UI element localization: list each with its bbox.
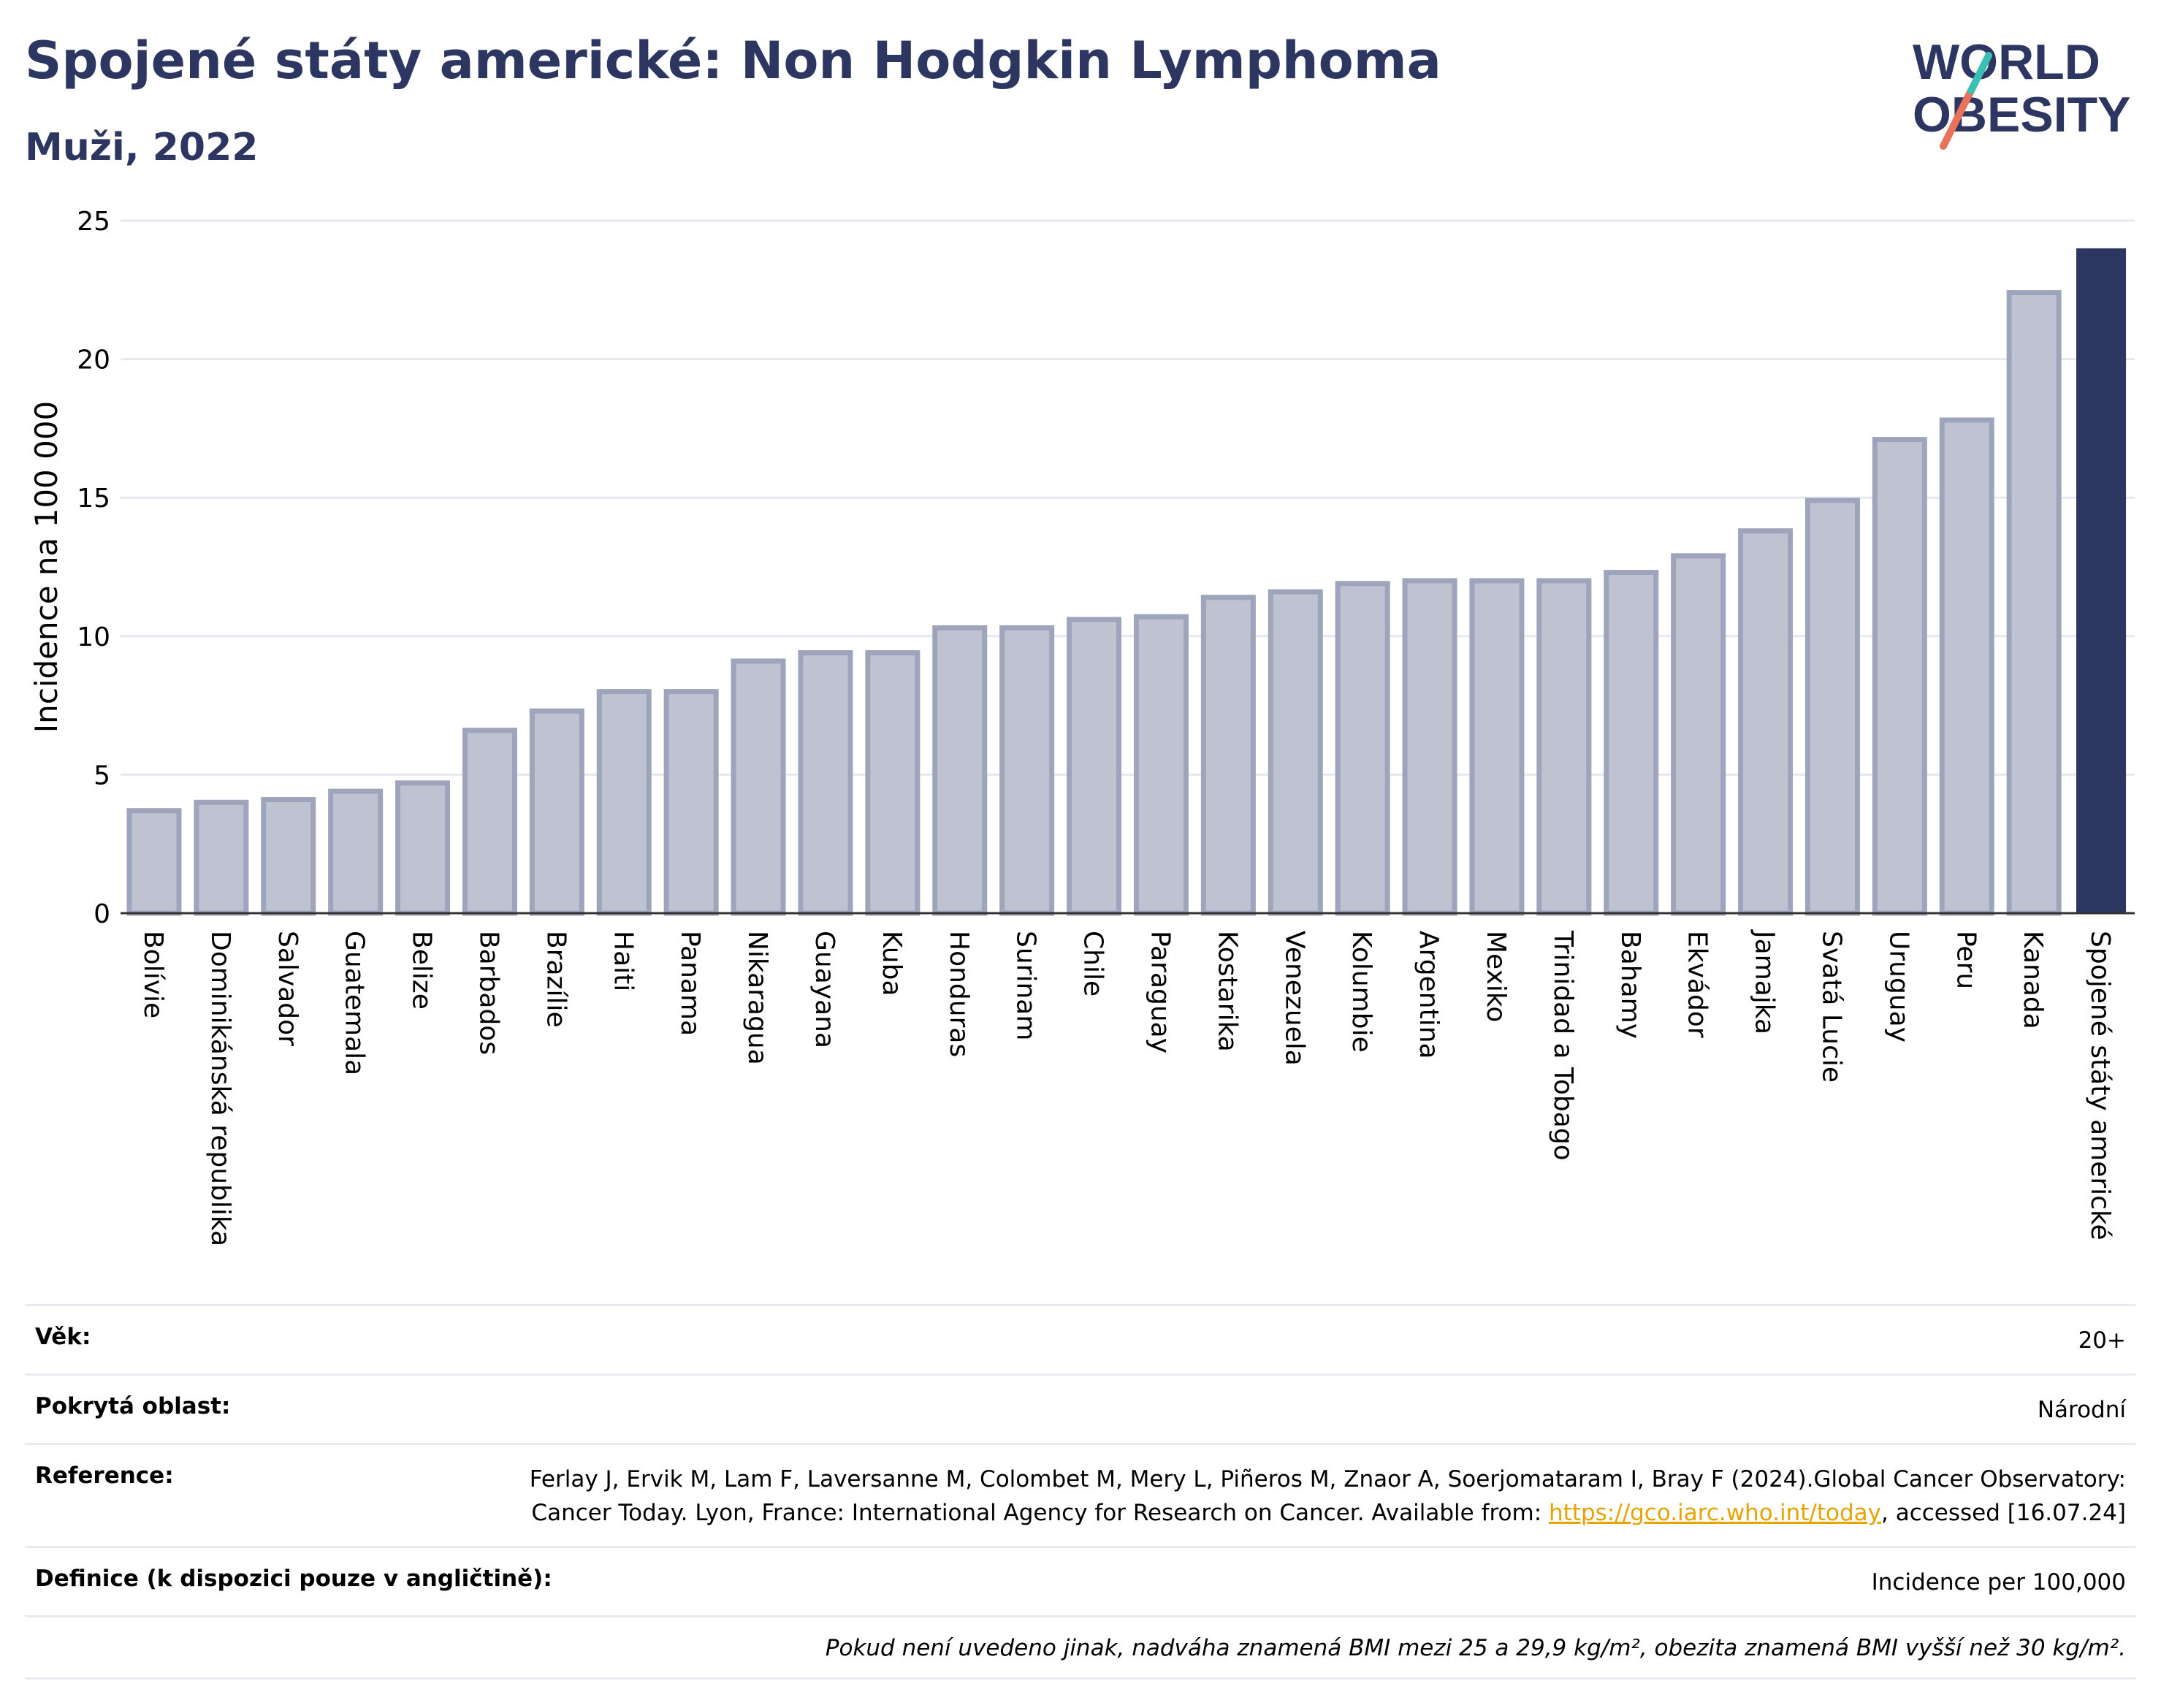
area-label: Pokrytá oblast: — [35, 1393, 231, 1419]
x-tick-label: Kostarika — [1212, 931, 1242, 1052]
meta-row-reference: Reference: Ferlay J, Ervik M, Lam F, Lav… — [25, 1443, 2136, 1546]
x-tick-label: Svatá Lucie — [1816, 931, 1846, 1083]
y-tick-label: 25 — [77, 207, 110, 237]
reference-value: Ferlay J, Ervik M, Lam F, Laversanne M, … — [519, 1463, 2126, 1530]
x-tick-label: Trinidad a Tobago — [1548, 930, 1578, 1161]
definition-label: Definice (k dispozici pouze v angličtině… — [35, 1566, 552, 1592]
x-tick-label: Argentina — [1414, 931, 1444, 1059]
bar — [1804, 497, 1860, 916]
logo-stroke-coral — [1940, 87, 1975, 150]
x-tick-label: Venezuela — [1279, 931, 1309, 1066]
x-tick-label: Spojené státy americké — [2085, 931, 2115, 1240]
bar-chart: 0 5 10 15 20 25 Bolívie Dominikánská republika… — [28, 207, 2135, 1246]
x-tick-label: Uruguay — [1883, 931, 1913, 1042]
x-tick-label: Kanada — [2018, 931, 2048, 1029]
bar-highlight — [2076, 248, 2127, 913]
meta-row-note: Pokud není uvedeno jinak, nadváha znamen… — [25, 1615, 2136, 1680]
bar — [932, 625, 988, 916]
y-tick-label: 5 — [94, 760, 110, 790]
logo-stroke-teal — [1967, 52, 1992, 94]
bar — [596, 689, 652, 916]
x-tick-label: Peru — [1951, 931, 1981, 989]
y-tick-label: 0 — [94, 899, 110, 929]
bar — [261, 797, 316, 916]
bar — [999, 625, 1055, 916]
age-label: Věk: — [35, 1324, 91, 1350]
reference-suffix: , accessed [16.07.24] — [1880, 1500, 2126, 1526]
chart-title: Spojené státy americké: Non Hodgkin Lymp… — [25, 31, 1441, 91]
x-tick-label: Panama — [675, 931, 705, 1036]
bar — [1939, 417, 1994, 916]
x-tick-label: Guatemala — [340, 931, 370, 1075]
bar — [1872, 437, 1927, 916]
bar — [2006, 290, 2062, 916]
bar — [1067, 617, 1122, 916]
x-tick-label: Belize — [407, 931, 437, 1010]
meta-row-area: Pokrytá oblast: Národní — [25, 1373, 2136, 1443]
bar — [731, 658, 786, 916]
bar — [328, 788, 384, 916]
y-tick-label: 10 — [77, 622, 110, 652]
area-value: Národní — [2037, 1397, 2126, 1423]
bar — [1133, 614, 1189, 916]
bars — [126, 248, 2127, 916]
bar — [462, 728, 517, 916]
bar — [1536, 578, 1592, 916]
logo-text-world: WORLD — [1913, 34, 2100, 90]
bar — [1200, 595, 1256, 916]
age-value: 20+ — [2078, 1327, 2126, 1354]
x-tick-label: Dominikánská republika — [205, 931, 235, 1246]
bar — [1335, 581, 1390, 916]
y-tick-label: 15 — [77, 484, 110, 514]
bar — [1268, 589, 1323, 916]
bar — [798, 650, 853, 916]
bar — [1671, 553, 1726, 916]
bar — [1469, 578, 1525, 916]
x-tick-label: Bolívie — [138, 931, 168, 1018]
world-obesity-logo: WORLD OBESITY — [1913, 34, 2131, 150]
y-tick-label: 20 — [77, 346, 110, 375]
bar — [1604, 570, 1659, 916]
x-tick-label: Kolumbie — [1346, 931, 1376, 1053]
bar — [1402, 578, 1457, 916]
gridlines — [121, 219, 2135, 776]
x-tick-label: Surinam — [1011, 931, 1041, 1040]
meta-row-age: Věk: 20+ — [25, 1304, 2136, 1373]
bar — [529, 708, 584, 916]
x-tick-label: Barbados — [473, 931, 503, 1055]
definition-value: Incidence per 100,000 — [1871, 1569, 2126, 1595]
reference-link[interactable]: https://gco.iarc.who.int/today — [1549, 1500, 1881, 1526]
x-tick-label: Salvador — [272, 931, 302, 1046]
x-tick-label: Paraguay — [1145, 931, 1175, 1053]
x-tick-label: Honduras — [944, 931, 974, 1057]
x-tick-labels: Bolívie Dominikánská republika Salvador Gua… — [138, 929, 2115, 1246]
x-tick-label: Haiti — [608, 931, 638, 991]
bar — [395, 780, 451, 916]
bar — [663, 689, 719, 916]
y-axis-label: Incidence na 100 000 — [28, 401, 64, 733]
x-tick-label: Kuba — [877, 931, 907, 996]
y-tick-labels: 0 5 10 15 20 25 — [77, 207, 110, 929]
bmi-note: Pokud není uvedeno jinak, nadváha znamen… — [825, 1635, 2126, 1661]
x-tick-label: Ekvádor — [1682, 931, 1712, 1038]
bar — [865, 650, 921, 916]
meta-row-definition: Definice (k dispozici pouze v angličtině… — [25, 1546, 2136, 1615]
reference-label: Reference: — [35, 1463, 174, 1489]
bar — [126, 808, 182, 916]
metadata-table: Věk: 20+ Pokrytá oblast: Národní Referen… — [25, 1304, 2136, 1680]
x-tick-label: Brazílie — [541, 931, 571, 1028]
x-tick-label: Bahamy — [1615, 931, 1645, 1039]
x-tick-label: Nikaragua — [742, 931, 772, 1065]
x-tick-label: Mexiko — [1481, 931, 1511, 1022]
x-tick-label: Guayana — [809, 931, 839, 1048]
chart-subtitle: Muži, 2022 — [25, 126, 259, 169]
x-tick-label: Jamajka — [1750, 929, 1780, 1034]
bar — [1738, 528, 1794, 916]
bar — [194, 799, 249, 916]
x-tick-label: Chile — [1078, 931, 1108, 996]
reference-text: Ferlay J, Ervik M, Lam F, Laversanne M, … — [529, 1466, 2126, 1526]
